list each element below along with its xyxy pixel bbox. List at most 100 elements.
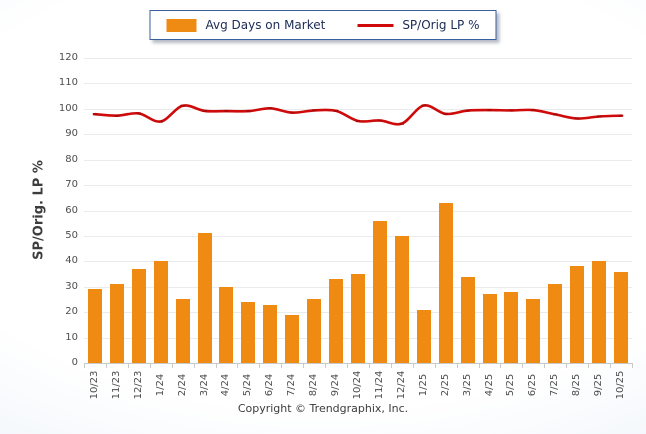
x-tick-mark — [456, 363, 458, 368]
y-tick-label: 10 — [65, 331, 78, 343]
line-point-marker — [531, 109, 536, 112]
x-tick-mark — [544, 363, 546, 368]
line-point-marker — [224, 110, 229, 113]
sp-orig-lp-line — [92, 104, 624, 126]
bar — [241, 302, 256, 363]
line-point-marker — [136, 112, 141, 115]
y-tick-label: 0 — [71, 357, 78, 368]
gridline — [84, 108, 632, 110]
bar — [175, 299, 190, 363]
x-tick-mark — [171, 363, 173, 368]
x-tick-label: 3/25 — [461, 373, 473, 397]
x-tick-mark — [632, 363, 633, 368]
line-point-marker — [553, 113, 558, 116]
y-tick-label: 70 — [65, 179, 78, 191]
gridline — [84, 159, 632, 161]
x-tick-mark — [325, 363, 327, 368]
x-tick-label: 6/24 — [264, 373, 276, 397]
bar — [285, 314, 300, 363]
bar — [504, 291, 519, 363]
x-tick-mark — [215, 363, 217, 368]
line-point-marker — [202, 109, 207, 112]
bar — [87, 289, 102, 363]
x-tick-label: 11/23 — [110, 370, 122, 400]
y-tick-label: 30 — [65, 280, 78, 292]
bar — [307, 299, 322, 363]
gridline — [84, 235, 632, 237]
bar — [438, 202, 453, 363]
x-tick-mark — [303, 363, 305, 368]
gridline — [84, 185, 632, 187]
y-tick-label: 100 — [58, 102, 78, 114]
line-point-marker — [312, 109, 317, 112]
gridline — [84, 58, 632, 59]
line-point-marker — [180, 104, 185, 107]
x-tick-label: 2/25 — [439, 373, 451, 397]
x-tick-label: 9/24 — [330, 373, 342, 397]
line-point-marker — [618, 114, 624, 117]
x-tick-label: 6/25 — [527, 373, 539, 397]
x-tick-mark — [390, 363, 392, 368]
line-point-marker — [355, 119, 361, 123]
x-tick-label: 5/24 — [242, 373, 254, 397]
x-tick-label: 11/24 — [373, 370, 385, 400]
x-tick-label: 5/25 — [505, 373, 517, 397]
line-point-marker — [421, 104, 426, 107]
bar — [592, 261, 607, 363]
x-tick-mark — [368, 363, 370, 368]
x-tick-mark — [259, 363, 261, 368]
legend: Avg Days on Market SP/Orig LP % — [149, 10, 497, 40]
x-tick-mark — [566, 363, 568, 368]
gridline — [84, 261, 632, 263]
x-tick-label: 12/24 — [395, 370, 407, 400]
x-tick-label: 4/25 — [483, 373, 495, 397]
line-point-marker — [268, 107, 273, 110]
line-point-marker — [487, 109, 492, 112]
x-tick-mark — [347, 363, 349, 368]
bar — [219, 286, 234, 363]
line-point-marker — [158, 120, 163, 123]
line-point-marker — [377, 119, 383, 122]
bar — [197, 233, 212, 363]
y-tick-label: 50 — [65, 229, 78, 241]
x-tick-label: 10/24 — [352, 370, 363, 400]
x-tick-mark — [478, 363, 480, 368]
x-tick-label: 3/24 — [198, 373, 210, 397]
bar — [526, 299, 541, 363]
line-legend-swatch-icon — [357, 23, 394, 27]
bar — [329, 279, 344, 363]
bar — [153, 261, 168, 363]
y-tick-label: 80 — [65, 153, 78, 165]
x-tick-label: 1/25 — [417, 373, 429, 397]
x-tick-label: 7/24 — [286, 373, 298, 397]
bar-legend-swatch-icon — [166, 18, 197, 32]
x-tick-label: 8/25 — [571, 373, 583, 397]
bar — [570, 266, 585, 363]
x-tick-mark — [281, 363, 283, 368]
bar — [263, 304, 278, 363]
line-legend-label: SP/Orig LP % — [402, 18, 480, 32]
y-tick-label: 90 — [65, 128, 78, 140]
line-point-marker — [443, 112, 448, 115]
x-tick-label: 10/23 — [88, 370, 100, 400]
x-tick-label: 4/24 — [220, 373, 232, 397]
y-tick-label: 110 — [58, 77, 78, 89]
y-tick-label: 20 — [65, 306, 78, 318]
line-point-marker — [92, 113, 98, 116]
bar — [548, 284, 563, 363]
line-point-marker — [596, 115, 602, 118]
bar — [131, 268, 146, 363]
y-tick-label: 40 — [65, 255, 78, 267]
x-tick-mark — [149, 363, 151, 368]
x-tick-mark — [522, 363, 524, 368]
bar — [109, 284, 124, 363]
line-point-marker — [333, 109, 339, 112]
x-tick-mark — [434, 363, 436, 368]
line-point-marker — [509, 109, 514, 112]
bar — [614, 271, 629, 363]
plot-area — [84, 58, 633, 368]
x-tick-mark — [500, 363, 502, 368]
line-point-marker — [290, 111, 295, 114]
bar — [351, 274, 365, 363]
x-tick-mark — [237, 363, 239, 368]
